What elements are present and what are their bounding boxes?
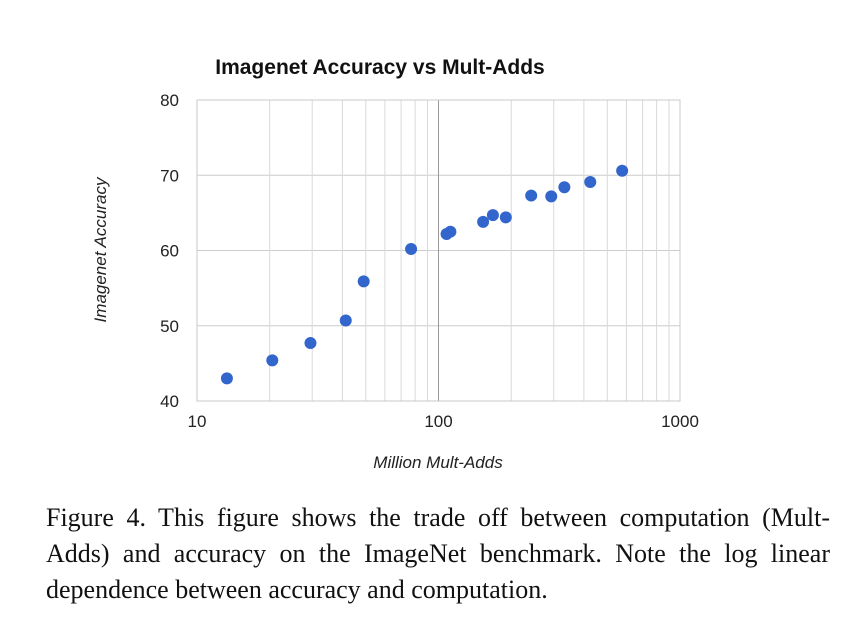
- data-point: [499, 211, 512, 224]
- plot-frame: [196, 99, 681, 402]
- x-tick-label: 10: [188, 412, 207, 431]
- x-axis-label: Million Mult-Adds: [373, 453, 503, 472]
- y-tick-label: 70: [160, 166, 179, 185]
- tick-labels: 40 50 60 70 80 10 100 1000: [160, 91, 699, 431]
- data-point: [266, 354, 279, 367]
- data-point: [545, 190, 558, 203]
- y-tick-label: 50: [160, 317, 179, 336]
- data-point: [405, 242, 418, 255]
- data-point: [339, 314, 352, 327]
- y-tick-label: 40: [160, 392, 179, 411]
- data-point: [525, 189, 538, 202]
- x-tick-label: 1000: [661, 412, 699, 431]
- data-point: [304, 337, 317, 350]
- y-tick-label: 60: [160, 242, 179, 261]
- scatter-chart: Imagenet Accuracy vs Mult-Adds 40 50 60 70 8…: [91, 56, 699, 472]
- data-point: [220, 372, 233, 385]
- data-point: [616, 164, 629, 177]
- figure-caption: Figure 4. This figure shows the trade of…: [46, 503, 830, 604]
- data-point: [486, 209, 499, 222]
- data-point: [584, 176, 597, 189]
- data-point: [477, 215, 490, 228]
- chart-title: Imagenet Accuracy vs Mult-Adds: [215, 56, 544, 79]
- data-point: [558, 181, 571, 194]
- x-tick-label: 100: [424, 412, 452, 431]
- data-points: [220, 164, 629, 385]
- data-point: [357, 275, 370, 288]
- y-axis-label: Imagenet Accuracy: [91, 176, 110, 322]
- y-tick-label: 80: [160, 91, 179, 110]
- data-point: [444, 225, 457, 238]
